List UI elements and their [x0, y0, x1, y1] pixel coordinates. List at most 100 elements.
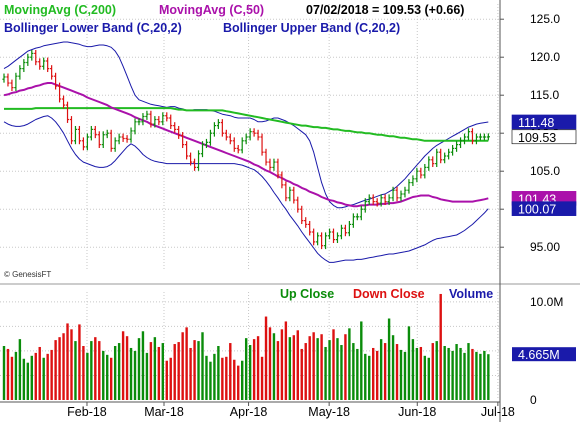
candle [161, 112, 165, 126]
volume-bar [427, 357, 430, 400]
candle [387, 194, 391, 206]
candle [308, 220, 312, 236]
candle [236, 144, 240, 154]
candle [117, 133, 121, 145]
volume-bar [149, 342, 153, 400]
volume-bar [268, 327, 272, 400]
volume-flag-text: 4.665M [518, 348, 560, 362]
candle [482, 133, 486, 141]
volume-bar [264, 316, 268, 400]
candle [395, 186, 399, 202]
volume-bar [125, 336, 129, 400]
volume-bar [352, 343, 355, 400]
volume-bar [201, 332, 204, 400]
volume-bar [411, 339, 415, 400]
price-flag-box [511, 129, 577, 145]
candle [252, 128, 256, 137]
volume-bar [336, 338, 339, 400]
volume-bar [415, 347, 419, 400]
candle [105, 129, 109, 139]
candle [454, 141, 459, 152]
candle [363, 198, 367, 213]
candle [375, 198, 379, 207]
volume-bar [463, 352, 466, 400]
candle [228, 133, 232, 145]
ma50-line [3, 82, 489, 208]
candle [57, 82, 62, 103]
volume-bar [356, 348, 359, 400]
volume-bar [133, 350, 137, 400]
volume-bar [66, 323, 69, 400]
y-tick-label: 120.0 [530, 50, 560, 64]
candle [478, 133, 482, 141]
x-tick-label: Apr-18 [230, 405, 268, 419]
volume-bar [106, 354, 109, 400]
volume-bar [173, 344, 176, 400]
candle [435, 148, 439, 168]
volume-bar [276, 341, 280, 400]
candle [34, 49, 38, 66]
candle [153, 116, 157, 128]
candle [343, 224, 348, 237]
candle [439, 148, 443, 164]
upper-band-line [3, 41, 489, 209]
legend-down-close: Down Close [353, 287, 425, 301]
candle [14, 72, 18, 92]
candle [42, 57, 46, 70]
volume-bar [197, 341, 200, 400]
candle [276, 158, 280, 179]
volume-bar [22, 358, 26, 400]
candle [403, 186, 407, 198]
candle [200, 141, 205, 158]
candle [77, 125, 82, 145]
candle [272, 158, 276, 171]
volume-bar [451, 350, 454, 400]
candle [10, 79, 14, 92]
candle [192, 158, 197, 171]
candle [470, 128, 475, 145]
candle [188, 152, 193, 166]
volume-bar [312, 332, 315, 400]
candle [121, 133, 125, 142]
candle [65, 101, 70, 123]
candle [85, 133, 89, 151]
candle [38, 58, 42, 70]
candle [133, 118, 137, 135]
candle [54, 72, 58, 90]
volume-bar [443, 346, 446, 400]
volume-bar [237, 365, 240, 400]
volume-bar [181, 332, 184, 400]
candle [292, 186, 296, 204]
candle [69, 116, 74, 145]
candle [399, 190, 403, 202]
volume-legend: Up Close Down Close Volume [280, 287, 493, 301]
volume-tick-label: 10.0M [530, 295, 563, 309]
candle [423, 163, 427, 179]
volume-bars [2, 293, 490, 400]
volume-bar [62, 333, 65, 400]
volume-bar [455, 344, 458, 400]
volume-bar [241, 360, 244, 400]
volume-bar [360, 321, 363, 400]
candle [137, 118, 141, 126]
candle [216, 119, 220, 130]
price-flag-text: 100.07 [518, 203, 556, 217]
volume-bar [34, 352, 37, 400]
volume-bar [94, 337, 97, 400]
volume-flag-box [512, 347, 576, 362]
candle [185, 141, 189, 160]
volume-bar [348, 328, 351, 400]
candle [204, 138, 209, 149]
volume-bar [165, 360, 168, 400]
volume-bar [475, 351, 478, 400]
volume-bar [58, 337, 61, 400]
x-tick-label: Jul-18 [481, 405, 515, 419]
candles [2, 49, 490, 250]
y-tick-label: 105.0 [530, 164, 560, 178]
volume-bar [141, 331, 145, 400]
y-tick-label: 95.00 [530, 240, 560, 254]
candle [101, 131, 105, 149]
